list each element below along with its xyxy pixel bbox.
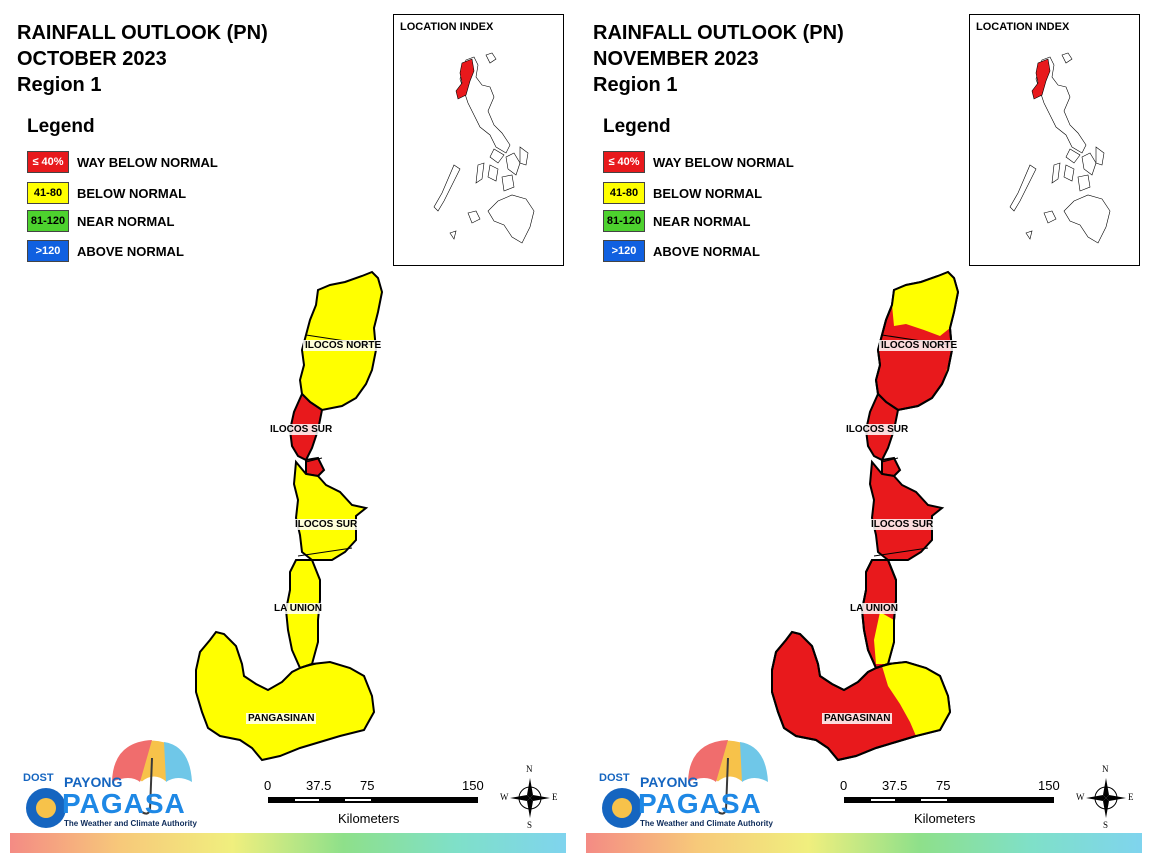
legend-title: Legend	[27, 116, 95, 137]
region1-highlight	[455, 58, 475, 100]
north-arrow-compass: N S W E	[500, 764, 560, 832]
region1-highlight	[1031, 58, 1051, 100]
map-title: RAINFALL OUTLOOK (PN) NOVEMBER 2023 Regi…	[593, 20, 844, 98]
logo-pagasa-text: PAGASA	[638, 788, 762, 819]
title-line-2: NOVEMBER 2023	[593, 48, 759, 70]
province-label-ilocos-norte: ILOCOS NORTE	[303, 340, 384, 351]
compass-icon	[1086, 778, 1126, 818]
legend-item-way-below-normal: ≤ 40% WAY BELOW NORMAL	[27, 151, 218, 173]
logo-dost-text: DOST	[599, 772, 630, 784]
legend-item-near-normal: 81-120 NEAR NORMAL	[27, 210, 175, 232]
scale-tick-150: 150	[1038, 778, 1060, 793]
outlook-panel-october: RAINFALL OUTLOOK (PN) OCTOBER 2023 Regio…	[10, 14, 566, 853]
location-index-title: LOCATION INDEX	[976, 21, 1070, 33]
title-line-3: Region 1	[17, 74, 102, 96]
compass-e: E	[552, 792, 558, 802]
philippines-index-map	[433, 52, 535, 244]
legend-item-above-normal: >120 ABOVE NORMAL	[27, 240, 184, 262]
legend-item-below-normal: 41-80 BELOW NORMAL	[603, 182, 762, 204]
legend-swatch-way-below: ≤ 40%	[603, 151, 645, 173]
province-label-pangasinan: PANGASINAN	[822, 713, 893, 724]
legend-label: ABOVE NORMAL	[653, 243, 760, 259]
region1-rainfall-map	[195, 270, 384, 762]
logo-payong-text: PAYONG	[640, 774, 699, 790]
philippines-index-map	[1009, 52, 1111, 244]
scale-tick-37-5: 37.5	[882, 778, 908, 793]
province-label-ilocos-sur: ILOCOS SUR	[268, 424, 335, 435]
scale-segment	[871, 799, 895, 801]
legend-label: BELOW NORMAL	[77, 185, 187, 201]
legend-label: WAY BELOW NORMAL	[653, 154, 794, 170]
legend-label: BELOW NORMAL	[653, 185, 763, 201]
scale-bar: 0 37.5 75 150 Kilometers	[260, 778, 490, 838]
legend-swatch-above: >120	[603, 240, 645, 262]
legend-swatch-above: >120	[27, 240, 69, 262]
compass-w: W	[1076, 792, 1085, 802]
legend-swatch-way-below: ≤ 40%	[27, 151, 69, 173]
location-index-inset: LOCATION INDEX	[393, 14, 564, 266]
legend-item-above-normal: >120 ABOVE NORMAL	[603, 240, 760, 262]
payong-pagasa-logo: DOST PAYONG PAGASA The Weather and Clima…	[16, 740, 197, 832]
scale-unit-label: Kilometers	[338, 811, 400, 826]
scale-segment	[921, 799, 947, 801]
province-label-ilocos-sur: ILOCOS SUR	[293, 519, 360, 530]
scale-tick-75: 75	[360, 778, 375, 793]
logo-pagasa-text: PAGASA	[62, 788, 186, 819]
title-line-1: RAINFALL OUTLOOK (PN)	[17, 22, 268, 44]
compass-s: S	[527, 820, 533, 830]
legend-label: WAY BELOW NORMAL	[77, 154, 218, 170]
scale-bar-graphic	[268, 797, 478, 803]
province-label-ilocos-sur: ILOCOS SUR	[869, 519, 936, 530]
legend-title: Legend	[603, 116, 671, 137]
location-index-title: LOCATION INDEX	[400, 21, 494, 33]
legend-label: ABOVE NORMAL	[77, 243, 184, 259]
legend-item-near-normal: 81-120 NEAR NORMAL	[603, 210, 751, 232]
north-arrow-compass: N S W E	[1076, 764, 1136, 832]
legend-swatch-below: 41-80	[27, 182, 69, 204]
logo-payong-text: PAYONG	[64, 774, 123, 790]
umbrella-icon	[602, 740, 769, 828]
compass-icon	[510, 778, 550, 818]
scale-tick-75: 75	[936, 778, 951, 793]
compass-e: E	[1128, 792, 1134, 802]
scale-bar: 0 37.5 75 150 Kilometers	[836, 778, 1066, 838]
footer-gradient-bar	[586, 833, 1142, 853]
legend-label: NEAR NORMAL	[77, 213, 175, 229]
legend-swatch-below: 41-80	[603, 182, 645, 204]
legend-item-below-normal: 41-80 BELOW NORMAL	[27, 182, 186, 204]
province-label-ilocos-sur: ILOCOS SUR	[844, 424, 911, 435]
payong-pagasa-logo: DOST PAYONG PAGASA The Weather and Clima…	[592, 740, 773, 832]
logo-dost-text: DOST	[23, 772, 54, 784]
legend-swatch-near: 81-120	[27, 210, 69, 232]
scale-tick-150: 150	[462, 778, 484, 793]
map-title: RAINFALL OUTLOOK (PN) OCTOBER 2023 Regio…	[17, 20, 268, 98]
province-label-la-union: LA UNION	[848, 603, 900, 614]
legend-item-way-below-normal: ≤ 40% WAY BELOW NORMAL	[603, 151, 794, 173]
footer-gradient-bar	[10, 833, 566, 853]
outlook-panel-november: RAINFALL OUTLOOK (PN) NOVEMBER 2023 Regi…	[576, 0, 1152, 864]
scale-segment	[295, 799, 319, 801]
title-line-3: Region 1	[593, 74, 678, 96]
scale-bar-graphic	[844, 797, 1054, 803]
compass-w: W	[500, 792, 509, 802]
scale-tick-0: 0	[840, 778, 848, 793]
legend-label: NEAR NORMAL	[653, 213, 751, 229]
logo-tagline: The Weather and Climate Authority	[64, 819, 197, 828]
umbrella-icon	[26, 740, 193, 828]
location-index-inset: LOCATION INDEX	[969, 14, 1140, 266]
legend-swatch-near: 81-120	[603, 210, 645, 232]
province-label-la-union: LA UNION	[272, 603, 324, 614]
province-label-ilocos-norte: ILOCOS NORTE	[879, 340, 960, 351]
scale-unit-label: Kilometers	[914, 811, 976, 826]
title-line-1: RAINFALL OUTLOOK (PN)	[593, 22, 844, 44]
province-label-pangasinan: PANGASINAN	[246, 713, 317, 724]
logo-tagline: The Weather and Climate Authority	[640, 819, 773, 828]
scale-segment	[345, 799, 371, 801]
scale-tick-0: 0	[264, 778, 272, 793]
compass-n: N	[526, 764, 533, 774]
compass-s: S	[1103, 820, 1109, 830]
scale-tick-37-5: 37.5	[306, 778, 332, 793]
compass-n: N	[1102, 764, 1109, 774]
title-line-2: OCTOBER 2023	[17, 48, 167, 70]
